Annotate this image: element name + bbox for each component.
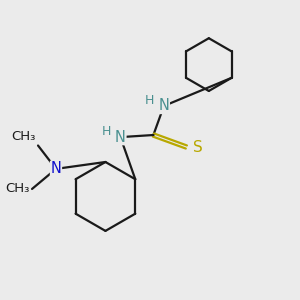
Text: N: N <box>51 161 62 176</box>
Text: CH₃: CH₃ <box>11 130 36 143</box>
Text: H: H <box>101 125 111 138</box>
Text: S: S <box>193 140 203 154</box>
Text: N: N <box>158 98 169 113</box>
Text: N: N <box>115 130 126 145</box>
Text: CH₃: CH₃ <box>5 182 30 196</box>
Text: H: H <box>145 94 154 107</box>
